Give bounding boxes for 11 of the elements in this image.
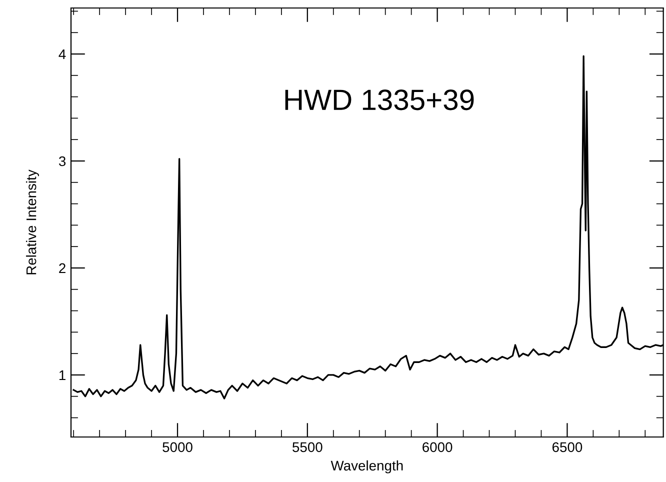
- annotation: HWD 1335+39: [285, 90, 474, 110]
- x-tick-label: 6500: [552, 442, 582, 452]
- y-axis-title: Relative Intensity: [26, 170, 39, 274]
- x-axis-title: Wavelength: [330, 460, 403, 474]
- y-tick-label: 3: [58, 156, 66, 166]
- x-tick-label: 6000: [422, 442, 452, 452]
- y-tick-label: 4: [58, 49, 66, 60]
- y-tick-label: 1: [59, 370, 66, 380]
- y-tick-label: 2: [59, 263, 66, 273]
- x-tick-label: 5500: [292, 442, 322, 452]
- x-tick-label: 5000: [162, 442, 192, 452]
